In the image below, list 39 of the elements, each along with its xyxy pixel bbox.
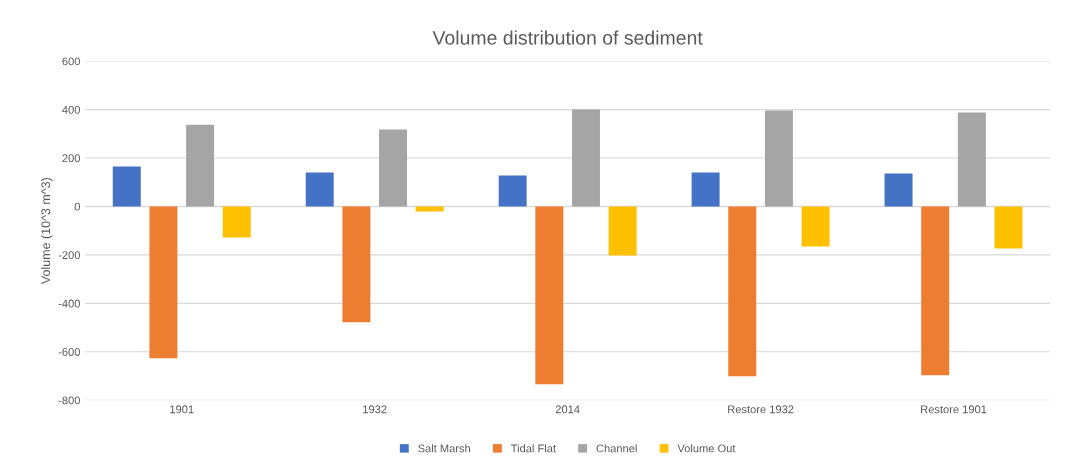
bar: [691, 172, 720, 207]
y-tick-label: 600: [62, 57, 80, 66]
bar: [994, 206, 1023, 249]
x-tick-label: 1932: [363, 405, 387, 414]
legend-label: Tidal Flat: [510, 444, 556, 453]
y-axis-title: Volume (10^3 m^3): [40, 178, 53, 285]
legend-label: Channel: [596, 444, 637, 453]
x-tick-label: Restore 1901: [921, 405, 987, 414]
bar: [957, 112, 986, 207]
bar: [379, 129, 408, 207]
y-tick-label: -600: [58, 348, 80, 356]
y-tick-label: -200: [58, 251, 80, 260]
y-tick-label: 0: [74, 202, 80, 211]
bar: [112, 166, 141, 207]
bar: [535, 206, 564, 385]
bar: [415, 206, 444, 212]
bar: [571, 109, 600, 207]
x-tick-label: 1901: [170, 405, 194, 414]
legend-label: Salt Marsh: [418, 444, 471, 453]
chart-title: Volume distribution of sediment: [432, 30, 703, 45]
y-tick-label: -800: [58, 396, 80, 405]
bar: [186, 124, 215, 207]
bar: [764, 110, 793, 207]
bar: [728, 206, 757, 377]
bar: [801, 206, 830, 247]
x-tick-label: 2014: [555, 405, 580, 414]
bar: [222, 206, 251, 238]
y-tick-label: 200: [62, 154, 80, 163]
bar: [884, 173, 913, 207]
x-tick-label: Restore 1932: [728, 405, 794, 414]
y-tick-label: 400: [62, 105, 80, 114]
y-tick-label: -400: [58, 299, 80, 308]
bar: [608, 206, 637, 256]
bar: [305, 172, 334, 207]
bar: [921, 206, 950, 376]
bar: [342, 206, 371, 323]
bar: [498, 175, 527, 207]
legend-label: Volume Out: [677, 444, 736, 453]
bar: [149, 206, 178, 359]
